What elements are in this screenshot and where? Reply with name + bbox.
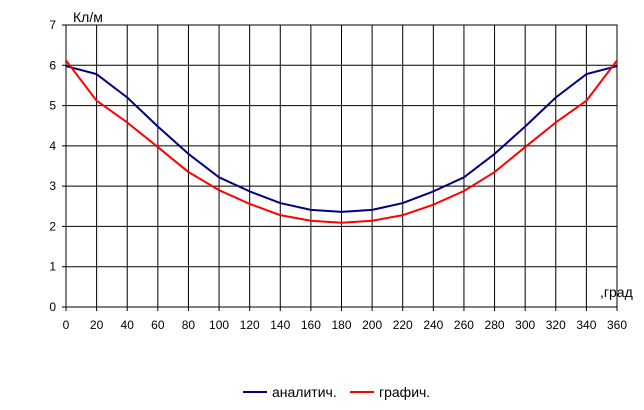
series-line-1 xyxy=(65,59,618,224)
y-tick-label-2: 2 xyxy=(49,219,56,233)
x-tick-label-12: 240 xyxy=(423,318,443,332)
x-tick-label-4: 80 xyxy=(182,318,196,332)
y-tick-label-3: 3 xyxy=(49,179,56,193)
x-tick-label-14: 280 xyxy=(485,318,505,332)
x-tick-label-17: 340 xyxy=(576,318,596,332)
x-tick-label-15: 300 xyxy=(515,318,535,332)
y-tick-label-5: 5 xyxy=(49,99,56,113)
x-axis-ticks: 0 20 40 60 80 100 120 140 160 180 200 220 240 260 280 3… xyxy=(63,307,627,332)
x-tick-label-0: 0 xyxy=(63,318,70,332)
grid xyxy=(65,24,618,308)
x-tick-label-13: 260 xyxy=(454,318,474,332)
x-tick-label-18: 360 xyxy=(607,318,627,332)
y-axis-ticks: 0 1 2 3 4 5 6 7 xyxy=(49,18,66,314)
y-tick-label-0: 0 xyxy=(49,300,56,314)
y-tick-label-4: 4 xyxy=(49,139,56,153)
x-tick-label-1: 20 xyxy=(90,318,104,332)
x-tick-label-11: 220 xyxy=(393,318,413,332)
x-tick-label-16: 320 xyxy=(546,318,566,332)
legend-label-1: графич. xyxy=(379,384,430,400)
y-axis-label: Кл/м xyxy=(73,9,103,25)
x-tick-label-10: 200 xyxy=(362,318,382,332)
series-lines xyxy=(65,59,618,224)
x-tick-label-7: 140 xyxy=(270,318,290,332)
legend: аналитич. графич. xyxy=(243,384,430,400)
x-tick-label-6: 120 xyxy=(240,318,260,332)
x-axis-label: ,град xyxy=(600,284,633,300)
series-line-0 xyxy=(65,65,618,213)
y-tick-label-6: 6 xyxy=(49,58,56,72)
x-tick-label-5: 100 xyxy=(209,318,229,332)
x-tick-label-9: 180 xyxy=(331,318,351,332)
x-tick-label-3: 60 xyxy=(151,318,165,332)
legend-label-0: аналитич. xyxy=(272,384,337,400)
x-tick-label-2: 40 xyxy=(121,318,135,332)
y-tick-label-1: 1 xyxy=(49,260,56,274)
x-tick-label-8: 160 xyxy=(301,318,321,332)
y-tick-label-7: 7 xyxy=(49,18,56,32)
